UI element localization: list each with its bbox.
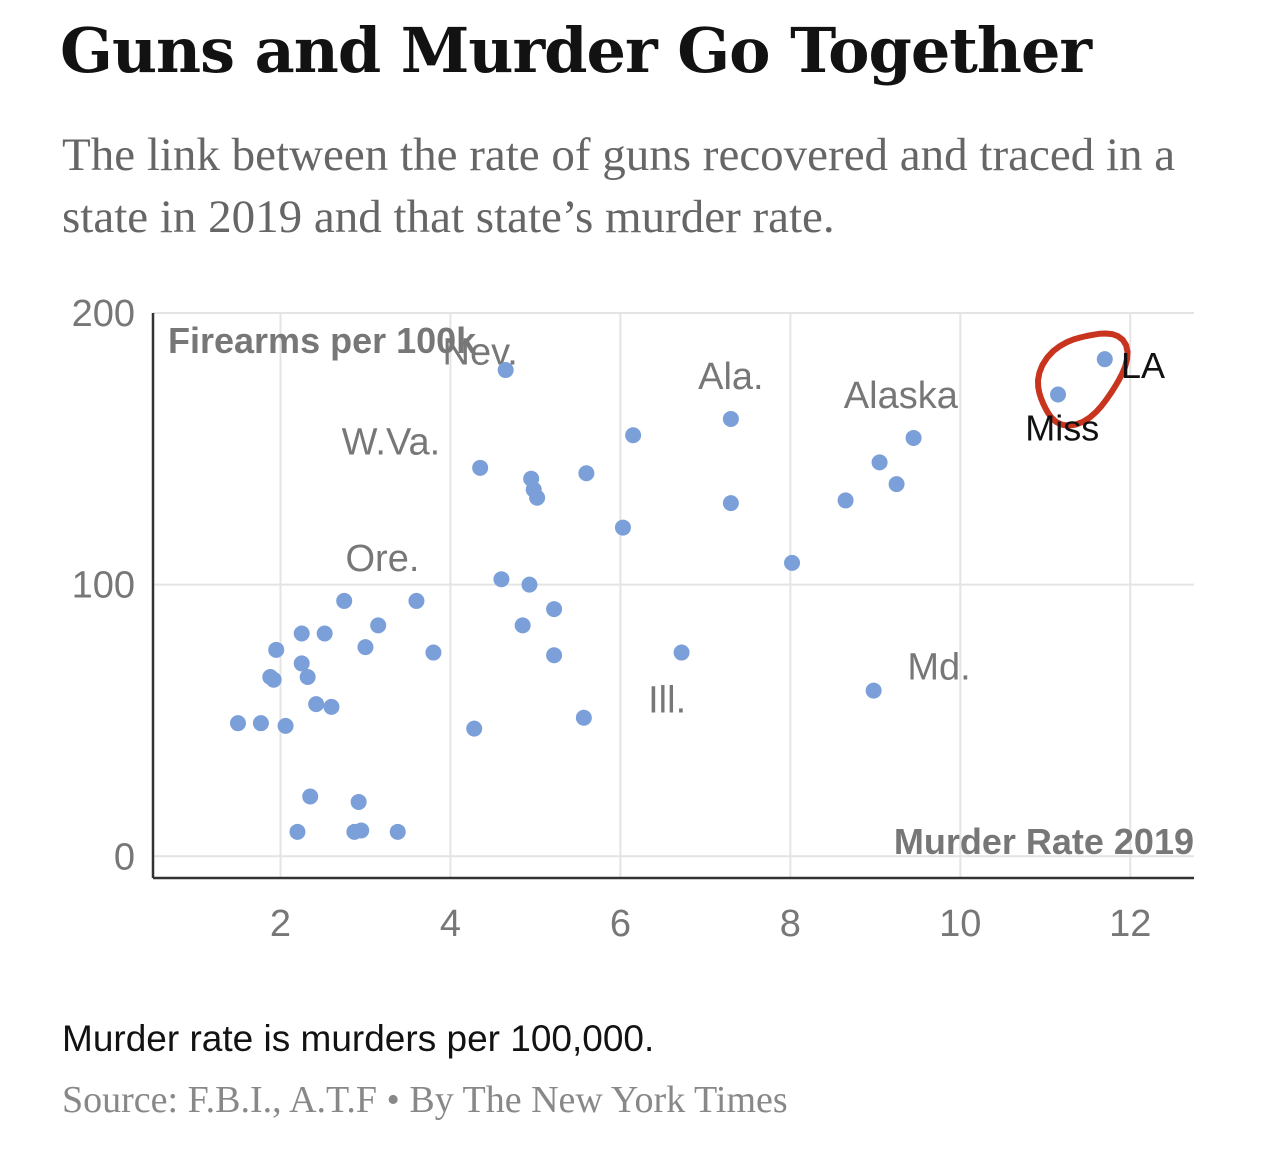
data-point bbox=[277, 717, 294, 734]
data-point bbox=[265, 671, 282, 688]
data-point bbox=[673, 644, 690, 661]
footnote: Murder rate is murders per 100,000. bbox=[62, 1018, 655, 1059]
data-point bbox=[722, 410, 739, 427]
data-point bbox=[837, 492, 854, 509]
data-point bbox=[293, 655, 310, 672]
x-tick-label: 10 bbox=[939, 903, 981, 945]
tick-labels: 2 4 6 8 10 12 0 100 200 bbox=[72, 293, 1152, 945]
data-point bbox=[905, 429, 922, 446]
y-tick-label: 100 bbox=[72, 565, 135, 607]
data-point bbox=[357, 639, 374, 656]
y-tick-label: 200 bbox=[72, 293, 135, 335]
annotation-label: Ala. bbox=[698, 356, 763, 398]
x-tick-label: 4 bbox=[440, 903, 461, 945]
scatter-chart: 2 4 6 8 10 12 0 100 200 Firearms per 100k Murder… bbox=[72, 293, 1194, 945]
data-point bbox=[493, 571, 510, 588]
data-point bbox=[575, 709, 592, 726]
data-point bbox=[350, 793, 367, 810]
x-tick-label: 6 bbox=[610, 903, 631, 945]
data-point bbox=[316, 625, 333, 642]
data-point bbox=[578, 465, 595, 482]
x-axis-label: Murder Rate 2019 bbox=[894, 821, 1194, 862]
data-point bbox=[229, 715, 246, 732]
x-tick-label: 2 bbox=[270, 903, 291, 945]
data-point bbox=[529, 489, 546, 506]
chart-subtitle: The link between the rate of guns recove… bbox=[62, 129, 1176, 243]
data-point bbox=[625, 427, 642, 444]
data-point bbox=[408, 592, 425, 609]
data-point bbox=[1096, 351, 1113, 368]
data-point bbox=[865, 682, 882, 699]
data-point bbox=[521, 576, 538, 593]
axes bbox=[151, 313, 1194, 880]
y-tick-label: 0 bbox=[114, 836, 135, 878]
data-point bbox=[336, 592, 353, 609]
data-point bbox=[472, 459, 489, 476]
handwritten-label: LA bbox=[1121, 345, 1165, 386]
data-point bbox=[268, 641, 285, 658]
data-point bbox=[497, 362, 514, 379]
data-point bbox=[888, 476, 905, 493]
data-point bbox=[514, 617, 531, 634]
data-point bbox=[293, 625, 310, 642]
data-point bbox=[722, 495, 739, 512]
data-point bbox=[466, 720, 483, 737]
annotation-label: Alaska bbox=[844, 375, 959, 417]
chart-title: Guns and Murder Go Together bbox=[60, 14, 1092, 87]
x-tick-label: 12 bbox=[1109, 903, 1151, 945]
data-point bbox=[389, 823, 406, 840]
annotation-label: Ore. bbox=[345, 538, 419, 580]
grid-lines bbox=[153, 312, 1194, 878]
y-axis-label: Firearms per 100k bbox=[168, 320, 477, 361]
handwritten-circle bbox=[1035, 330, 1131, 429]
data-point bbox=[308, 696, 325, 713]
data-points bbox=[229, 351, 1113, 840]
data-point bbox=[370, 617, 387, 634]
data-point bbox=[425, 644, 442, 661]
handwritten-labels: LA Miss bbox=[1025, 345, 1165, 448]
annotation-label: Ill. bbox=[648, 679, 686, 721]
data-point bbox=[252, 715, 269, 732]
data-point bbox=[302, 788, 319, 805]
data-point bbox=[353, 822, 370, 839]
data-point bbox=[784, 554, 801, 571]
data-point bbox=[871, 454, 888, 471]
data-point bbox=[546, 647, 563, 664]
data-point bbox=[1050, 386, 1067, 403]
x-tick-label: 8 bbox=[780, 903, 801, 945]
annotation-label: Md. bbox=[907, 647, 970, 689]
source-credit: Source: F.B.I., A.T.F • By The New York … bbox=[62, 1079, 788, 1121]
data-point bbox=[323, 698, 340, 715]
data-point bbox=[614, 519, 631, 536]
data-point bbox=[289, 823, 306, 840]
annotation-label: W.Va. bbox=[342, 421, 441, 463]
data-point bbox=[299, 668, 316, 685]
data-point bbox=[546, 601, 563, 618]
handwritten-label: Miss bbox=[1025, 408, 1099, 449]
